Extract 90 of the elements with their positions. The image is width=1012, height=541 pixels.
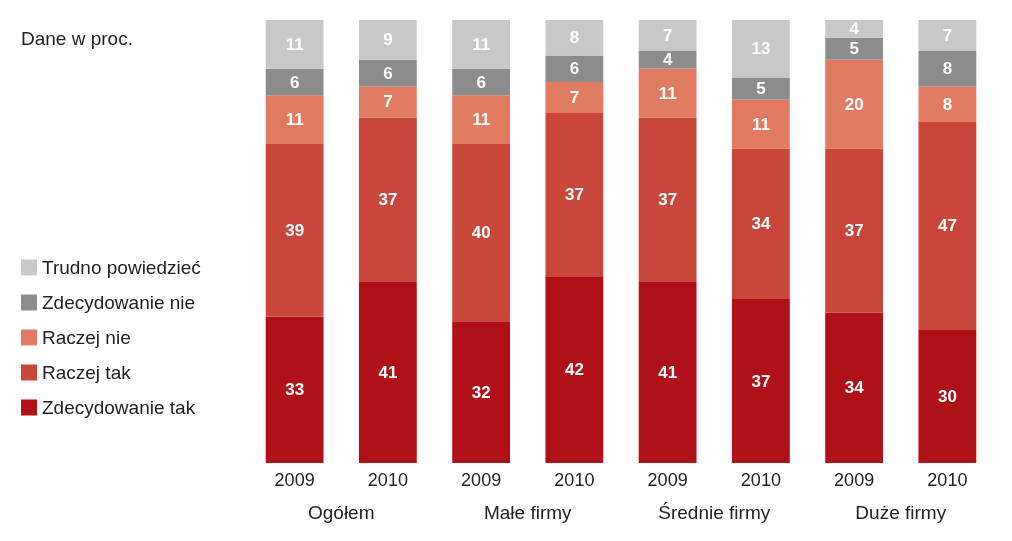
bar: [825, 20, 884, 38]
bar: [825, 59, 884, 149]
bar: [918, 121, 977, 331]
legend-label: Raczej tak: [42, 362, 132, 383]
data-label: 8: [942, 59, 953, 79]
bar: [265, 316, 324, 463]
bar: [638, 281, 697, 463]
bar: [265, 144, 324, 317]
data-label: 41: [658, 362, 678, 382]
legend-label: Trudno powiedzieć: [42, 257, 201, 278]
x-tick-label: 2009: [274, 470, 315, 490]
bar: [825, 312, 884, 463]
data-label: 7: [569, 88, 580, 108]
text: Małe firmy: [483, 502, 573, 523]
data-label: 8: [942, 94, 953, 114]
bar: [358, 20, 417, 60]
data-label: 37: [751, 371, 771, 391]
text: Ogółem: [307, 502, 375, 523]
legend-label: Zdecydowanie nie: [42, 292, 196, 313]
data-label: 37: [378, 189, 398, 209]
bar: [731, 299, 790, 463]
data-label: 5: [849, 39, 859, 59]
bar: [358, 59, 417, 87]
data-label: 11: [472, 110, 491, 130]
bar: [452, 95, 511, 145]
text: Duże firmy: [855, 502, 947, 523]
bar: [452, 144, 511, 322]
data-label: 34: [844, 378, 865, 398]
data-label: 11: [285, 110, 304, 130]
x-tick-label: 2010: [367, 470, 408, 490]
data-label: 5: [756, 79, 766, 99]
bar: [731, 148, 790, 300]
x-tick-label: 2009: [461, 470, 502, 490]
data-label: 37: [564, 185, 584, 205]
data-label: 41: [378, 362, 398, 382]
data-label: 37: [658, 189, 678, 209]
data-label: 42: [564, 360, 584, 380]
bar: [452, 321, 511, 463]
bar: [545, 276, 604, 463]
data-label: 33: [285, 380, 305, 400]
x-tick-label: 2009: [647, 470, 688, 490]
data-label: 6: [289, 72, 300, 92]
bar: [545, 55, 604, 83]
bar: [638, 20, 697, 52]
data-label: 11: [751, 114, 770, 134]
data-label: 32: [471, 382, 491, 402]
bar: [638, 51, 697, 69]
bar: [825, 148, 884, 313]
bar: [731, 20, 790, 78]
bar: [918, 330, 977, 463]
bar: [545, 82, 604, 114]
bar: [638, 117, 697, 282]
bar: [265, 68, 324, 96]
bar: [918, 20, 977, 52]
x-tick-label: 2010: [740, 470, 781, 490]
text: Dane w proc.: [21, 28, 133, 49]
bar: [545, 20, 604, 56]
data-label: 47: [937, 216, 957, 236]
bar: [265, 20, 324, 69]
bar: [452, 20, 511, 69]
bar: [918, 51, 977, 87]
bar: [358, 117, 417, 282]
bar: [265, 95, 324, 145]
data-label: 4: [662, 50, 673, 70]
bar: [545, 113, 604, 277]
text: Średnie firmy: [658, 502, 771, 523]
data-label: 6: [476, 72, 486, 92]
data-label: 39: [285, 220, 305, 240]
data-label: 20: [844, 94, 864, 114]
bar: [918, 86, 977, 122]
data-label: 11: [658, 83, 677, 103]
bar: [731, 77, 790, 100]
legend-label: Zdecydowanie tak: [42, 397, 196, 418]
data-label: 6: [569, 59, 580, 79]
data-label: 34: [751, 214, 771, 234]
bar: [358, 281, 417, 463]
x-tick-label: 2010: [554, 470, 595, 490]
x-tick-label: 2010: [927, 470, 968, 490]
bar: [452, 68, 511, 96]
bar: [638, 68, 697, 118]
data-label: 30: [937, 387, 957, 407]
bar: [731, 99, 790, 149]
bar: [358, 86, 417, 118]
data-label: 40: [471, 223, 491, 243]
x-tick-label: 2009: [834, 470, 875, 490]
data-label: 37: [844, 220, 864, 240]
data-label: 6: [383, 63, 393, 83]
data-label: 7: [383, 92, 393, 112]
bar: [825, 37, 884, 60]
legend-label: Raczej nie: [42, 327, 131, 348]
